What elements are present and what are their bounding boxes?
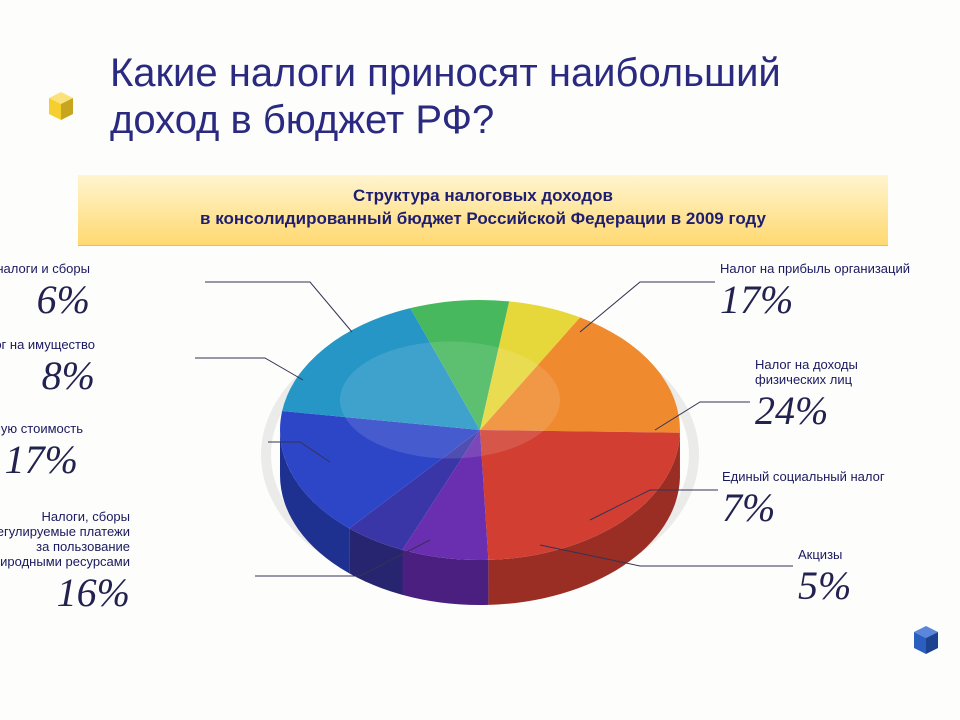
callout-percent: 17%: [720, 280, 940, 320]
callout-label: Налог на прибыль организаций: [720, 262, 940, 277]
subtitle-band: Структура налоговых доходов в консолидир…: [78, 175, 888, 246]
pie-side-social_tax: [402, 550, 488, 605]
callout-label: Единый социальный налог: [722, 470, 942, 485]
subtitle-line2: в консолидированный бюджет Российской Фе…: [78, 208, 888, 231]
pie-slice-property: [410, 300, 509, 430]
pie-slice-income_tax: [480, 430, 680, 560]
leader-property: [195, 358, 303, 380]
callout-label: Налоги, сборы и регулируемые платежи за …: [0, 510, 130, 570]
pie-side-resources: [280, 430, 349, 573]
pie-side-excise: [349, 528, 402, 594]
pie-slice-excise: [349, 430, 480, 550]
callout-resources: Налоги, сборы и регулируемые платежи за …: [0, 510, 130, 613]
cube-yellow: [43, 88, 79, 124]
callout-profit_tax: Налог на прибыль организаций 17%: [720, 262, 940, 320]
leader-income_tax: [655, 402, 750, 430]
callout-social_tax: Единый социальный налог 7%: [722, 470, 942, 528]
callout-percent: 24%: [755, 391, 960, 431]
subtitle-line1: Структура налоговых доходов: [78, 185, 888, 208]
pie-slice-other: [480, 301, 580, 430]
pie-slice-profit_tax: [480, 317, 680, 432]
callout-label: Налог на доходы физических лиц: [755, 358, 960, 388]
callout-property: Налог на имущество 8%: [0, 338, 95, 396]
callout-percent: 16%: [0, 573, 130, 613]
leader-other: [205, 282, 352, 332]
pie-slice-social_tax: [402, 430, 488, 560]
callout-other: Прочие налоги и сборы 6%: [0, 262, 90, 320]
callout-percent: 17%: [0, 440, 78, 480]
leader-social_tax: [590, 490, 718, 520]
leader-resources: [255, 540, 430, 576]
callout-label: Акцизы: [798, 548, 960, 563]
callout-label: Налог на имущество: [0, 338, 95, 353]
callout-vat: Налог на добавленную стоимость 17%: [0, 422, 78, 480]
leader-profit_tax: [580, 282, 715, 332]
callout-label: Прочие налоги и сборы: [0, 262, 90, 277]
pie-slice-vat: [282, 308, 480, 430]
page: Какие налоги приносят наибольший доход в…: [0, 0, 960, 720]
callout-excise: Акцизы 5%: [798, 548, 960, 606]
leader-vat: [268, 442, 330, 462]
cube-blue: [908, 622, 944, 658]
callout-income_tax: Налог на доходы физических лиц24%: [755, 358, 960, 431]
pie-slice-resources: [280, 411, 480, 528]
callout-percent: 6%: [0, 280, 90, 320]
callout-label: Налог на добавленную стоимость: [0, 422, 78, 437]
callout-percent: 7%: [722, 488, 942, 528]
callout-percent: 5%: [798, 566, 960, 606]
leader-excise: [540, 545, 793, 566]
pie-side-income_tax: [488, 433, 680, 605]
callout-percent: 8%: [0, 356, 95, 396]
page-title: Какие налоги приносят наибольший доход в…: [110, 50, 890, 144]
